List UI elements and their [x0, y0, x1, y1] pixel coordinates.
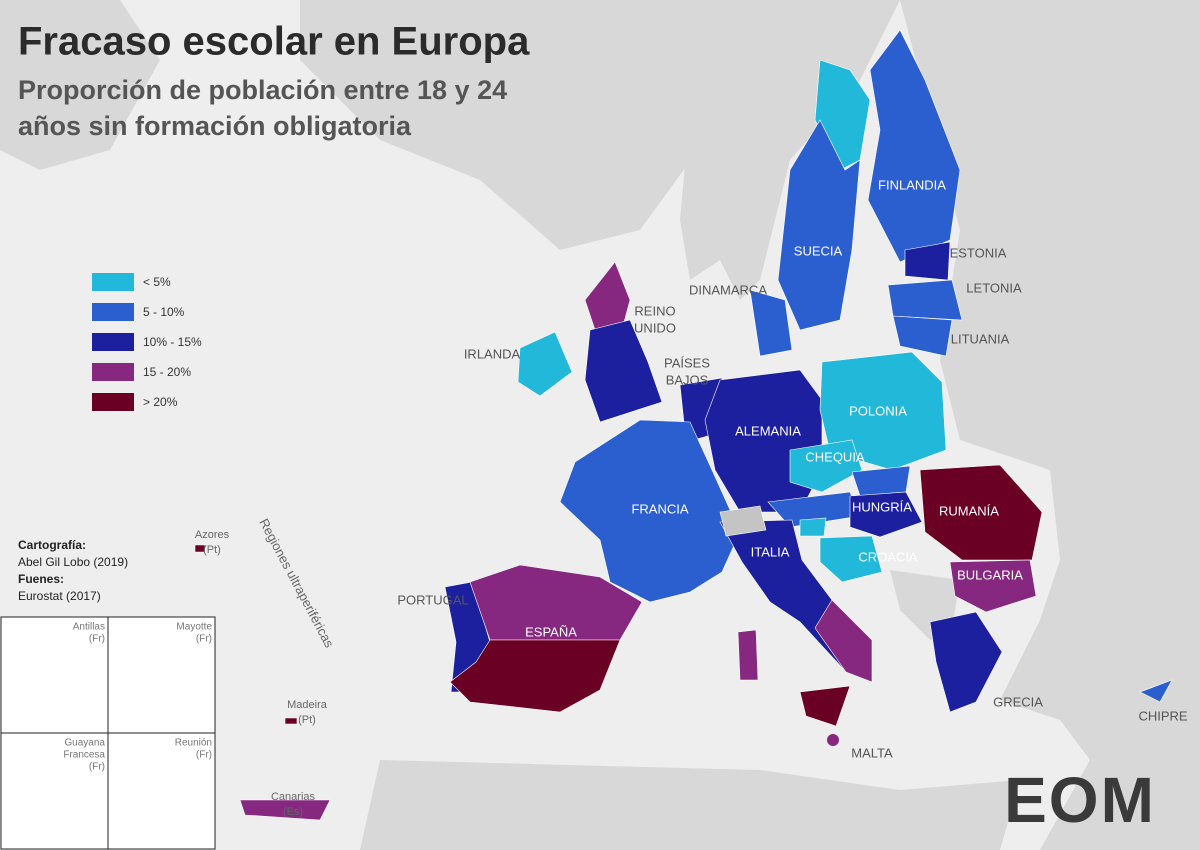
inset-frame: [0, 616, 109, 734]
inset-frame: [107, 616, 216, 734]
legend-swatch: [92, 333, 134, 351]
country-label: SUECIA: [794, 243, 843, 258]
inset-label: (Fr): [89, 634, 105, 645]
country-label: CHEQUIA: [805, 449, 865, 464]
region: [449, 639, 621, 713]
region: [1139, 679, 1173, 703]
country-label: FINLANDIA: [878, 177, 946, 192]
country-label: REINO: [634, 303, 675, 318]
inset-label: Reunión: [175, 738, 212, 749]
country-label: RUMANÍA: [939, 503, 999, 518]
country-label: ALEMANIA: [735, 423, 801, 438]
inset-frame: [0, 732, 109, 850]
region: [849, 491, 923, 538]
region: [827, 734, 839, 746]
country-label: PORTUGAL: [397, 592, 468, 607]
region: [517, 331, 573, 397]
place-label: Azores: [195, 529, 230, 541]
land: [900, 0, 1200, 850]
inset-label: Francesa: [63, 750, 105, 761]
place-label: Canarias: [271, 791, 316, 803]
region: [584, 319, 663, 423]
region: [919, 464, 1043, 561]
subtitle-line: Proporción de población entre 18 y 24: [18, 75, 507, 105]
insets: Antillas(Fr)Mayotte(Fr)GuayanaFrancesa(F…: [0, 616, 216, 850]
region: [239, 799, 331, 821]
credit-label: Cartografía:: [18, 538, 86, 552]
inset-label: Mayotte: [176, 622, 212, 633]
region: [887, 279, 963, 321]
land: [300, 0, 720, 250]
place-label: (Es): [283, 806, 303, 818]
country-label: CROACIA: [858, 549, 918, 564]
legend-label: 5 - 10%: [143, 305, 185, 319]
region: [799, 685, 851, 727]
subtitle-line: años sin formación obligatoria: [18, 111, 412, 141]
country-label: CHIPRE: [1138, 708, 1187, 723]
legend-swatch: [92, 363, 134, 381]
regions: [9, 29, 1173, 841]
place-label: Madeira: [287, 699, 328, 711]
region: [559, 419, 741, 603]
region: [777, 119, 861, 331]
region: [749, 289, 793, 357]
region: [814, 599, 873, 683]
inset-label: Guayana: [64, 738, 105, 749]
legend-swatch: [92, 303, 134, 321]
country-label: FRANCIA: [631, 501, 688, 516]
region: [904, 241, 951, 281]
country-label: IRLANDA: [464, 346, 521, 361]
country-label: LETONIA: [966, 280, 1022, 295]
legend: < 5% 5 - 10% 10% - 15% 15 - 20% > 20%: [92, 273, 202, 411]
land: [360, 760, 1020, 850]
inset-label: (Fr): [196, 634, 212, 645]
country-label: UNIDO: [634, 320, 676, 335]
region: [789, 439, 863, 493]
region: [892, 315, 953, 357]
region: [737, 629, 759, 681]
legend-swatch: [92, 393, 134, 411]
credit: Eurostat (2017): [18, 589, 101, 603]
country-label: HUNGRÍA: [852, 499, 912, 514]
inset-label: (Fr): [196, 750, 212, 761]
country-label: LITUANIA: [951, 331, 1010, 346]
legend-label: 10% - 15%: [143, 335, 202, 349]
legend-swatch: [92, 273, 134, 291]
country-label: BAJOS: [666, 372, 709, 387]
region: [949, 559, 1037, 613]
country-label: ESTONIA: [950, 245, 1007, 260]
country-label: ITALIA: [751, 544, 790, 559]
logo: EOM: [1004, 764, 1156, 836]
legend-label: 15 - 20%: [143, 365, 191, 379]
region: [929, 611, 1003, 713]
region: [799, 517, 827, 537]
country-label: MALTA: [851, 745, 893, 760]
inset-frame: [107, 732, 216, 850]
place-label: (Pt): [203, 544, 221, 556]
country-label: GRECIA: [993, 694, 1043, 709]
place-label: (Pt): [298, 714, 316, 726]
country-label: POLONIA: [849, 403, 907, 418]
legend-label: > 20%: [143, 395, 178, 409]
country-label: PAÍSES: [664, 355, 710, 370]
title: Fracaso escolar en Europa: [18, 20, 530, 64]
region: [584, 261, 631, 331]
region: [819, 535, 883, 583]
credit: Abel Gil Lobo (2019): [18, 555, 128, 569]
credit-label: Fuenes:: [18, 572, 64, 586]
legend-label: < 5%: [143, 275, 171, 289]
inset-label: Antillas: [73, 622, 105, 633]
land: [0, 0, 160, 170]
country-label: BULGARIA: [957, 567, 1023, 582]
country-label: ESPAÑA: [525, 624, 577, 639]
non-member: [719, 505, 767, 537]
inset-label: (Fr): [89, 762, 105, 773]
region: [867, 29, 961, 263]
region: [284, 717, 298, 725]
country-label: DINAMARCA: [689, 282, 767, 297]
region: [194, 544, 206, 553]
